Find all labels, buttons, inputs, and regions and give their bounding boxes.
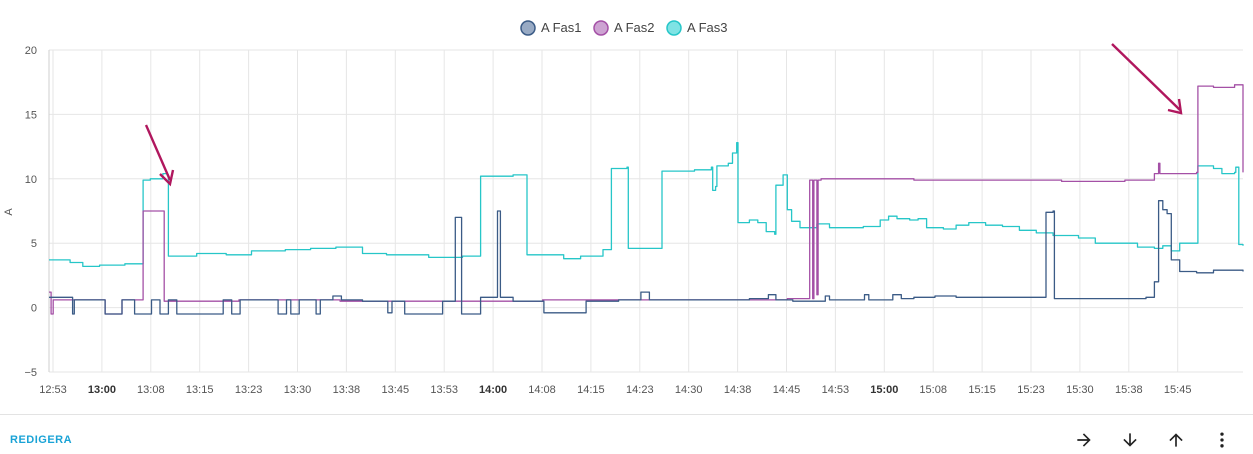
x-tick-label: 12:53: [39, 384, 67, 396]
x-tick-label: 14:38: [724, 384, 752, 396]
arrow-right-icon[interactable]: [1061, 426, 1107, 454]
legend-swatch: [666, 20, 682, 36]
more-vert-icon[interactable]: [1199, 426, 1245, 454]
x-tick-label: 13:08: [137, 384, 165, 396]
x-tick-label: 13:15: [186, 384, 214, 396]
legend-item[interactable]: A Fas2: [593, 20, 654, 36]
y-tick-label: 0: [31, 303, 37, 315]
y-axis: 20 15 10 5 0 −5: [24, 45, 37, 379]
y-tick-label: 15: [25, 109, 37, 121]
x-tick-label: 13:23: [235, 384, 263, 396]
x-tick-label: 14:30: [675, 384, 703, 396]
x-tick-label: 13:53: [430, 384, 458, 396]
annotation-arrow: [1111, 43, 1183, 115]
legend-swatch: [520, 20, 536, 36]
x-tick-label: 15:38: [1115, 384, 1143, 396]
chart: A Fas1 A Fas2 A Fas3 20 15 10 5 0 −5 12:53 13:00…: [3, 20, 1244, 396]
x-tick-label: 13:45: [382, 384, 410, 396]
legend-label: A Fas3: [687, 20, 727, 35]
edit-button[interactable]: REDIGERA: [10, 434, 73, 446]
y-axis-label: A: [3, 208, 15, 216]
x-tick-label: 14:23: [626, 384, 654, 396]
x-tick-label: 15:15: [968, 384, 996, 396]
legend[interactable]: A Fas1 A Fas2 A Fas3: [520, 20, 727, 36]
y-tick-label: 20: [25, 45, 37, 57]
card-footer: REDIGERA: [0, 414, 1253, 453]
x-axis: 12:53 13:00 13:08 13:15 13:23 13:30 13:38 13:45…: [39, 384, 1191, 396]
legend-label: A Fas1: [541, 20, 581, 35]
series-line-a-fas3: [49, 142, 1244, 268]
legend-label: A Fas2: [614, 20, 654, 35]
y-tick-label: 10: [25, 174, 37, 186]
plot-area: [49, 84, 1244, 315]
x-tick-label: 15:30: [1066, 384, 1094, 396]
y-tick-label: 5: [31, 238, 37, 250]
action-bar: [1061, 426, 1245, 454]
x-tick-label: 15:23: [1017, 384, 1045, 396]
arrow-down-icon[interactable]: [1107, 426, 1153, 454]
legend-item[interactable]: A Fas3: [666, 20, 727, 36]
x-tick-label: 14:53: [822, 384, 850, 396]
x-tick-label: 15:45: [1164, 384, 1192, 396]
arrow-up-icon[interactable]: [1153, 426, 1199, 454]
y-tick-label: −5: [24, 367, 37, 379]
x-tick-label: 13:00: [88, 384, 116, 396]
x-tick-label: 13:30: [284, 384, 312, 396]
series-line-a-fas2: [49, 84, 1244, 315]
legend-item[interactable]: A Fas1: [520, 20, 581, 36]
x-tick-label: 13:38: [333, 384, 361, 396]
x-tick-label: 14:45: [773, 384, 801, 396]
x-tick-label: 14:00: [479, 384, 507, 396]
x-tick-label: 14:15: [577, 384, 605, 396]
annotation-arrow: [144, 124, 175, 187]
annotations: [144, 43, 1183, 187]
x-tick-label: 14:08: [528, 384, 556, 396]
x-tick-label: 15:00: [870, 384, 898, 396]
grid: [48, 49, 1243, 373]
series-line-a-fas1: [49, 200, 1244, 315]
x-tick-label: 15:08: [919, 384, 947, 396]
legend-swatch: [593, 20, 609, 36]
